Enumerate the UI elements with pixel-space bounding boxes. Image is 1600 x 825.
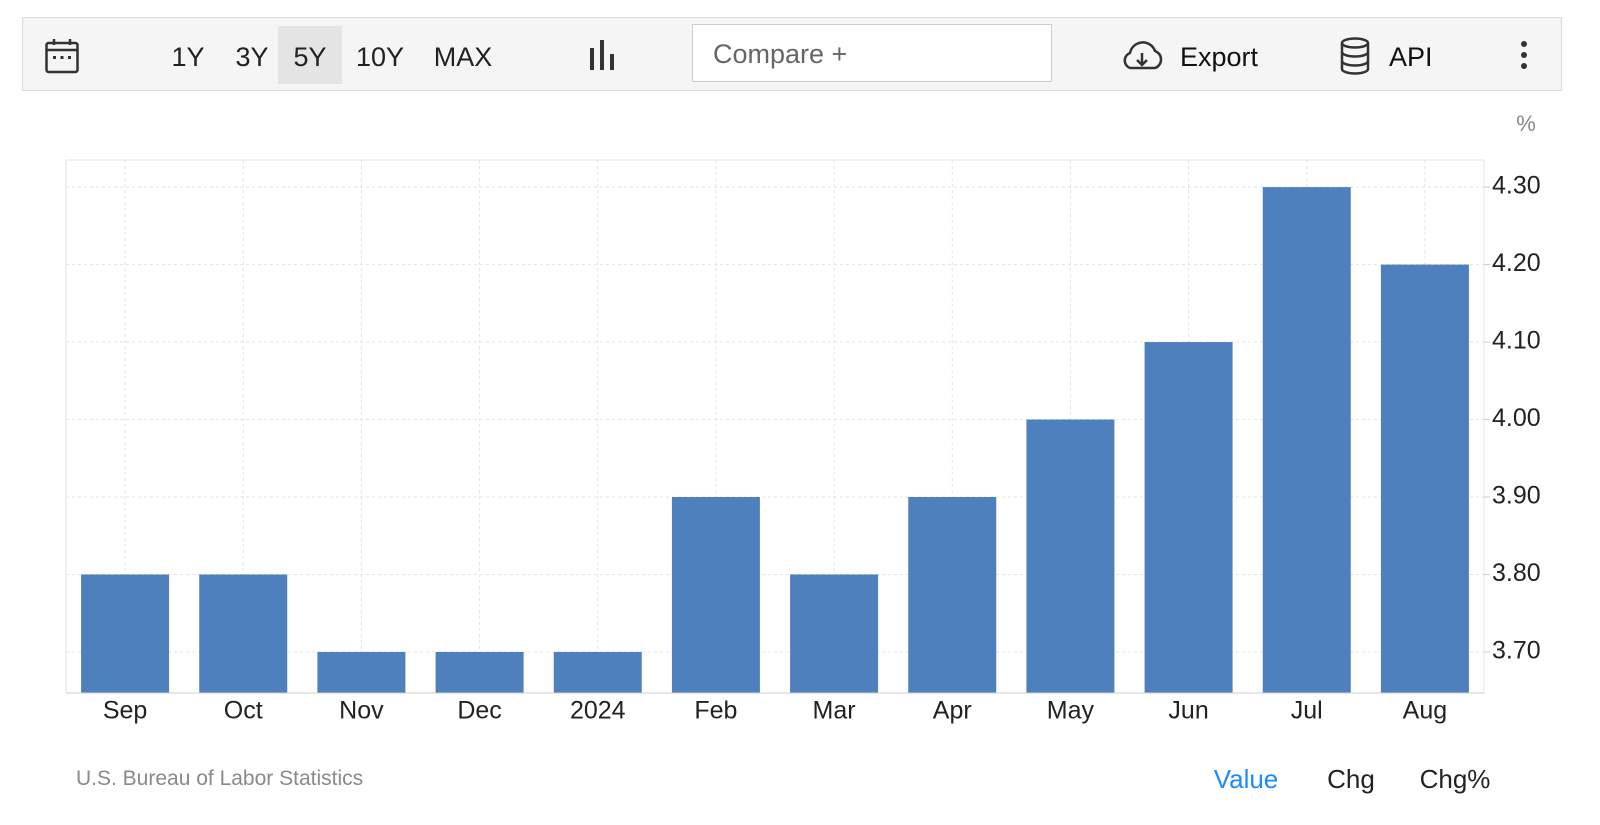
x-tick-label: Apr: [933, 697, 972, 725]
footer-tab[interactable]: Value: [1213, 764, 1279, 794]
x-tick-label: Jul: [1291, 697, 1323, 725]
y-tick-label: 4.30: [1492, 172, 1541, 200]
bar: [1026, 419, 1115, 693]
bar: [1262, 187, 1351, 694]
y-tick-label: 4.00: [1492, 404, 1541, 432]
x-tick-label: May: [1047, 697, 1095, 725]
more-icon[interactable]: [1519, 40, 1529, 70]
bar: [81, 574, 170, 693]
x-tick-label: Mar: [813, 697, 856, 725]
range-button[interactable]: 5Y: [278, 26, 342, 84]
y-tick-label: 4.10: [1492, 327, 1541, 355]
bar: [553, 651, 642, 693]
bar: [1144, 342, 1233, 693]
x-tick-label: Feb: [694, 697, 737, 725]
bar: [317, 651, 406, 693]
calendar-icon[interactable]: [45, 38, 79, 74]
footer-tab[interactable]: Chg: [1327, 764, 1375, 794]
x-tick-label: 2024: [570, 697, 626, 725]
range-button[interactable]: 1Y: [171, 42, 205, 72]
export-icon[interactable]: [1119, 40, 1165, 72]
unit-label: %: [1516, 111, 1536, 136]
y-tick-label: 3.80: [1492, 559, 1541, 587]
x-tick-label: Sep: [103, 697, 147, 725]
source: U.S. Bureau of Labor Statistics: [76, 767, 364, 790]
bar: [435, 651, 524, 693]
api-button[interactable]: API: [1389, 42, 1433, 72]
bar: [199, 574, 288, 693]
range-button[interactable]: 3Y: [235, 42, 269, 72]
x-tick-label: Aug: [1403, 697, 1447, 725]
x-tick-label: Jun: [1168, 697, 1208, 725]
bar: [671, 496, 760, 693]
x-tick-label: Oct: [224, 697, 263, 725]
y-tick-label: 3.90: [1492, 482, 1541, 510]
bar: [908, 496, 997, 693]
x-tick-label: Nov: [339, 697, 384, 725]
export-button[interactable]: Export: [1180, 42, 1259, 72]
bar: [1380, 264, 1469, 693]
api-icon[interactable]: [1339, 37, 1371, 75]
y-tick-label: 4.20: [1492, 249, 1541, 277]
bar: [790, 574, 879, 693]
footer-tab[interactable]: Chg%: [1419, 764, 1491, 794]
x-tick-label: Dec: [457, 697, 501, 725]
range-button[interactable]: 10Y: [355, 42, 405, 72]
toolbar: 1Y 3Y 5Y 10Y MAX Compare + Export API: [22, 17, 1562, 91]
y-tick-label: 3.70: [1492, 637, 1541, 665]
chart-type-icon[interactable]: [588, 40, 616, 70]
compare-input[interactable]: Compare +: [692, 24, 1052, 82]
range-button[interactable]: MAX: [433, 42, 493, 72]
